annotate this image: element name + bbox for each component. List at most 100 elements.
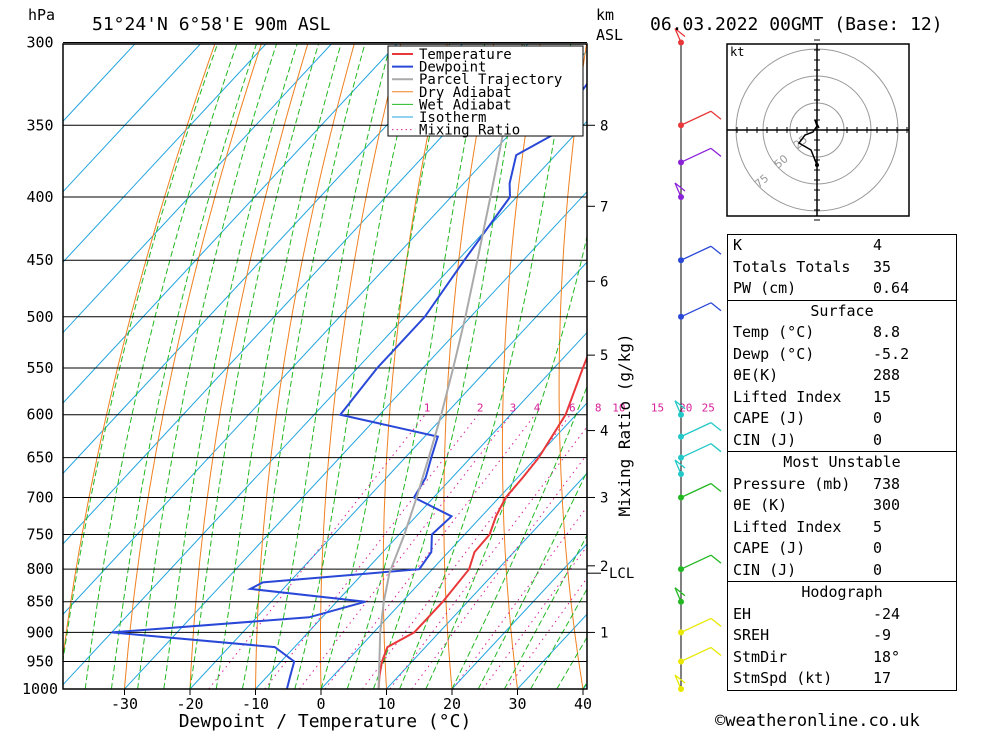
index-value: 4: [873, 236, 883, 254]
height-unit: km: [596, 6, 614, 24]
wind-barb: [674, 459, 682, 475]
wet-adiabat-line: [425, 234, 587, 689]
index-label: Totals Totals: [733, 257, 851, 276]
most-unstable-label: CIN (J): [733, 560, 797, 579]
most-unstable-value: 738: [873, 474, 901, 493]
index-value: 0.64: [873, 279, 910, 297]
wind-barb: [680, 554, 712, 570]
hodograph-stat-row: SREH -9: [728, 625, 956, 647]
pressure-tick-label: 800: [26, 560, 53, 578]
legend-item-label: Mixing Ratio: [419, 123, 520, 139]
x-tick-label: 20: [443, 695, 461, 713]
wind-barb-feather: [710, 110, 722, 120]
legend-item-label: Wet Adiabat: [419, 97, 512, 113]
hodograph-trace: [797, 119, 820, 166]
wind-barb: [680, 245, 712, 261]
axes: -30 -20 -10 0 10 20 30 40 8 7 6 5 4 3 2 1 LCL: [111, 118, 634, 713]
height-unit-asl: ASL: [596, 26, 623, 44]
wind-barb: [680, 302, 712, 318]
surface-label: CAPE (J): [733, 409, 806, 427]
wind-barb-feather: [674, 459, 686, 469]
wind-barb: [680, 482, 712, 499]
wet-adiabat-line: [530, 588, 587, 689]
surface-row: CIN (J) 0: [728, 430, 956, 452]
surface-value: 0: [873, 430, 883, 449]
surface-title: Surface: [728, 299, 956, 323]
dry-adiabat-line: [63, 44, 216, 661]
legend-item-label: Temperature: [419, 47, 512, 63]
surface-label: Lifted Index: [733, 387, 842, 406]
mixing-ratio-label: 15: [651, 402, 664, 415]
legend-item-label: Dewpoint: [419, 60, 486, 76]
dry-adiabat-line: [189, 44, 309, 689]
mixing-ratio-line: [506, 577, 587, 689]
wind-profile: [674, 27, 722, 692]
wind-barb-feather: [710, 245, 722, 255]
wind-barb-feather: [674, 182, 686, 192]
surface-label: θE(K): [733, 366, 779, 384]
most-unstable-title: Most Unstable: [728, 451, 956, 474]
isotherm-line: [63, 44, 398, 404]
legend-box: [387, 45, 584, 137]
mixing-ratio-label: 10: [612, 402, 625, 415]
hodograph-stat-label: EH: [733, 604, 752, 623]
height-tick-label: 2: [600, 559, 608, 575]
indices-table: K 4 Totals Totals 35 PW (cm) 0.64 Surface Tem…: [727, 234, 957, 691]
isotherm-line: [386, 472, 587, 689]
most-unstable-row: Pressure (mb) 738: [728, 474, 956, 496]
legend-item-label: Parcel Trajectory: [419, 72, 562, 88]
pressure-tick-label: 450: [26, 251, 53, 269]
height-tick-label: 4: [600, 424, 608, 440]
height-tick-label: 6: [600, 274, 608, 290]
most-unstable-value: 0: [873, 560, 883, 579]
index-label: K: [733, 236, 743, 254]
hodograph-stat-row: StmSpd (kt) 17: [728, 668, 956, 690]
legend-item-label: Isotherm: [419, 110, 486, 126]
pressure-tick-label: 950: [26, 652, 53, 670]
pressure-unit: hPa: [28, 6, 55, 24]
isotherm-line: [63, 44, 267, 263]
surface-row: Dewp (°C) -5.2: [728, 344, 956, 366]
surface-row: Temp (°C) 8.8: [728, 322, 956, 344]
wind-barb-feather: [710, 646, 722, 656]
most-unstable-row: CAPE (J) 0: [728, 538, 956, 560]
surface-label: CIN (J): [733, 430, 797, 449]
isotherm-line: [63, 44, 464, 475]
isotherm-line: [124, 190, 587, 689]
wind-barb: [680, 147, 712, 163]
index-label: PW (cm): [733, 279, 797, 297]
surface-value: 288: [873, 366, 901, 384]
pressure-tick-label: 900: [26, 623, 53, 641]
dry-adiabat-line: [958, 43, 1000, 690]
wet-adiabat-line: [451, 385, 587, 689]
wind-barb: [680, 443, 712, 459]
hodograph-stat-value: 18°: [873, 647, 901, 666]
isotherm-line: [255, 331, 587, 689]
isotherm-line: [63, 44, 136, 122]
surface-row: θE(K) 288: [728, 365, 956, 387]
isotherm-line: [63, 120, 587, 686]
mixing-ratio-line: [299, 414, 512, 689]
surface-label: Dewp (°C): [733, 344, 815, 363]
isotherm-line: [63, 50, 587, 616]
wet-adiabat-line: [63, 44, 219, 665]
most-unstable-value: 300: [873, 496, 901, 514]
pressure-tick-label: 850: [26, 593, 53, 611]
wind-barb-feather: [674, 587, 686, 597]
wind-barb: [674, 674, 682, 690]
pressure-tick-label: 700: [26, 488, 53, 506]
index-row: PW (cm) 0.64: [728, 278, 956, 300]
surface-value: 15: [873, 387, 892, 406]
wind-barb-feather: [710, 422, 722, 432]
hodograph-stat-value: 17: [873, 669, 892, 687]
mixing-ratio-line: [411, 453, 587, 689]
wind-barb-feather: [710, 482, 722, 492]
wind-barb-feather: [710, 443, 722, 453]
wind-barb-feather: [674, 674, 686, 684]
wind-barb: [680, 422, 712, 438]
x-tick-label: 0: [316, 695, 325, 713]
surface-row: CAPE (J) 0: [728, 408, 956, 430]
wet-adiabat-line: [110, 44, 257, 689]
